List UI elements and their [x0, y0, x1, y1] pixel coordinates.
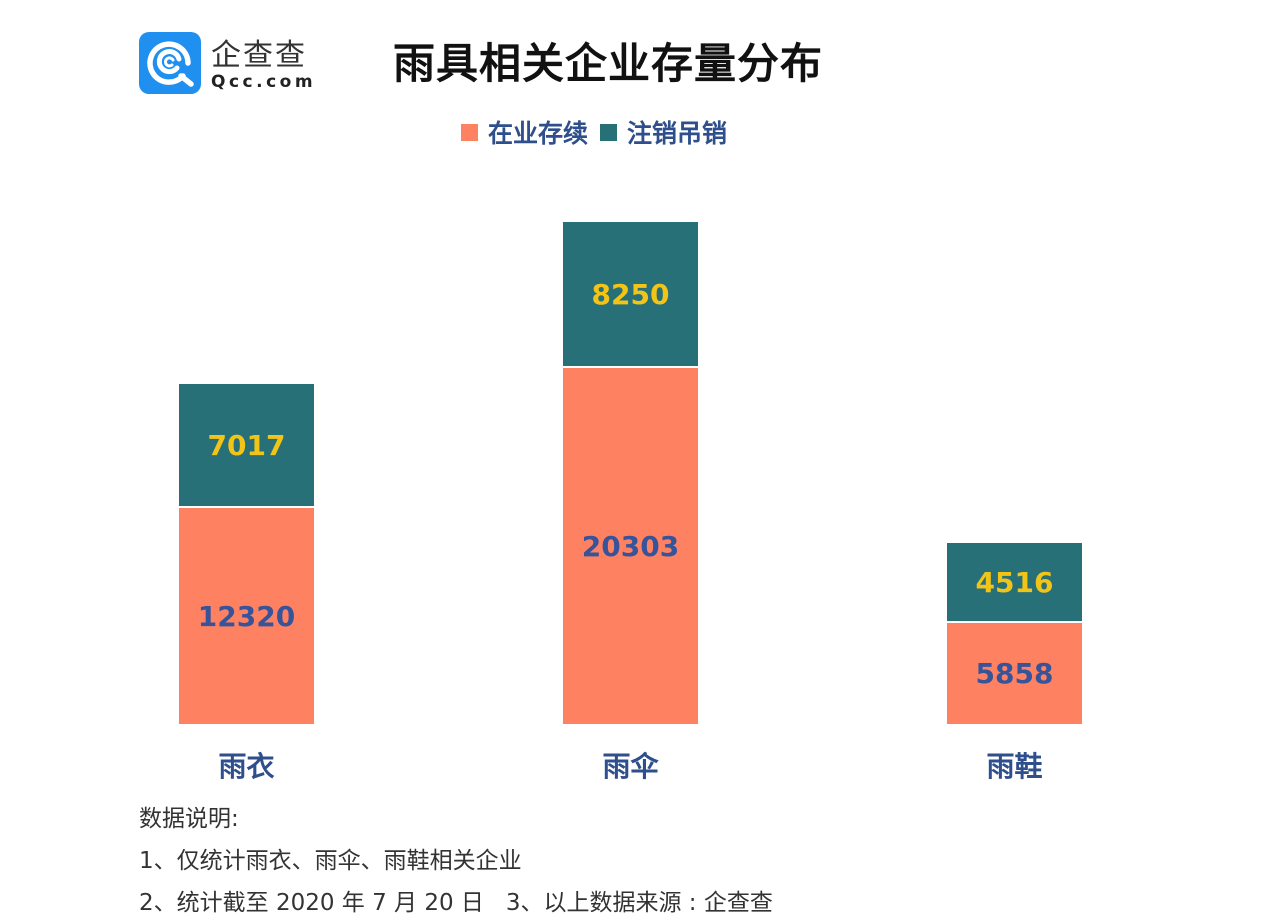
legend-item-active: 在业存续: [461, 114, 588, 150]
chart-title: 雨具相关企业存量分布: [393, 39, 824, 88]
bar-segment-cancelled: 7017: [179, 384, 314, 506]
stacked-bar-chart: 7017 12320 雨衣 8250 20303 雨伞 4516 5858 雨鞋: [179, 222, 1082, 783]
bar-segment-cancelled: 8250: [563, 222, 698, 366]
legend-item-cancelled: 注销吊销: [600, 114, 727, 150]
logo-text-en: Qcc.com: [211, 72, 317, 92]
bar-segment-active: 5858: [947, 623, 1082, 724]
value-label: 5858: [975, 657, 1054, 690]
note-line-1: 1、仅统计雨衣、雨伞、雨鞋相关企业: [139, 848, 522, 874]
bar-segment-active: 12320: [179, 508, 314, 724]
legend-label-cancelled: 注销吊销: [627, 119, 728, 148]
legend-swatch-active: [461, 123, 478, 141]
bar-rainboots: 4516 5858: [947, 543, 1082, 724]
note-line-2: 2、统计截至 2020 年 7 月 20 日 3、以上数据来源 : 企查查: [139, 890, 773, 916]
value-label: 7017: [207, 428, 286, 462]
legend-label-active: 在业存续: [488, 119, 589, 148]
data-notes: 数据说明: 1、仅统计雨衣、雨伞、雨鞋相关企业 2、统计截至 2020 年 7 …: [139, 798, 773, 924]
logo-text-cn: 企查查: [211, 38, 307, 73]
value-label: 4516: [975, 565, 1054, 599]
value-label: 20303: [581, 529, 680, 563]
qcc-logo-icon: [139, 32, 201, 94]
value-label: 8250: [591, 277, 670, 311]
bar-raincoat: 7017 12320: [179, 384, 314, 724]
bar-segment-active: 20303: [563, 368, 698, 724]
legend-swatch-cancelled: [600, 123, 618, 141]
category-label: 雨衣: [218, 750, 275, 783]
qcc-logo: 企查查 Qcc.com: [139, 32, 329, 96]
bar-segment-cancelled: 4516: [947, 543, 1082, 621]
category-label: 雨伞: [602, 750, 659, 783]
bar-umbrella: 8250 20303: [563, 222, 698, 724]
category-label: 雨鞋: [986, 750, 1043, 783]
notes-heading: 数据说明:: [139, 806, 239, 832]
chart-legend: 在业存续 注销吊销: [461, 114, 739, 150]
value-label: 12320: [197, 599, 296, 633]
